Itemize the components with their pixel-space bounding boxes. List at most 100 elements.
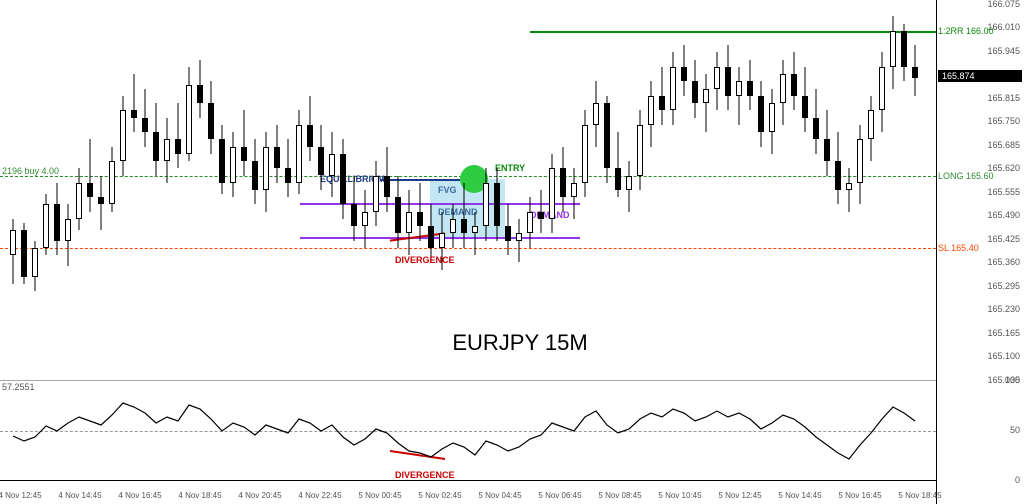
candle [659,67,665,125]
candle [296,110,302,193]
price-panel[interactable]: FVGDEMANDEQUILLIBRIUMDEMANDENTRY [0,0,936,380]
candle [802,67,808,132]
rr-line [530,31,936,33]
candle [186,67,192,161]
candle [714,52,720,110]
y-tick: 165.750 [987,116,1020,126]
indicator-panel[interactable] [0,380,936,480]
candle [593,81,599,146]
candle [76,168,82,230]
candle [307,96,313,161]
candle [758,81,764,146]
x-tick: 4 Nov 22:45 [298,491,341,500]
candle [241,110,247,175]
x-tick: 5 Nov 00:45 [358,491,401,500]
y-tick: 165.685 [987,140,1020,150]
y-tick-ind: 0 [1015,475,1020,485]
candle [21,223,27,285]
candle [164,118,170,183]
candle [549,154,555,234]
candle [901,24,907,82]
candle [527,197,533,248]
candle [879,52,885,132]
candle [98,176,104,230]
fvg-zone-label: FVG [438,185,457,195]
x-tick: 4 Nov 16:45 [118,491,161,500]
candle [703,74,709,132]
candle [384,147,390,212]
candle [120,96,126,176]
candle [736,67,742,125]
candle [252,139,258,204]
candle [560,147,566,212]
divergence-price: DIVERGENCE [395,255,455,265]
candle [373,161,379,226]
candle [230,132,236,197]
candle [428,204,434,262]
candle [131,74,137,132]
x-tick: 5 Nov 16:45 [838,491,881,500]
chart-container: FVGDEMANDEQUILLIBRIUMDEMANDENTRY 166.075… [0,0,1024,504]
candle [868,96,874,161]
candle [417,183,423,241]
candle [604,96,610,183]
candle [846,168,852,211]
candle [494,168,500,240]
candle [285,139,291,197]
buy-info-left-label: 2196 buy 4.00 [2,166,59,176]
candle [472,212,478,255]
candle [582,110,588,197]
y-tick: 165.555 [987,187,1020,197]
y-tick: 165.425 [987,234,1020,244]
candle [505,204,511,255]
candle [395,176,401,248]
candle [835,132,841,204]
candle [769,89,775,154]
candle [626,161,632,212]
candle [692,60,698,118]
y-tick: 165.360 [987,257,1020,267]
candle [747,60,753,111]
candle [725,45,731,110]
candle [516,219,522,262]
y-tick: 165.945 [987,46,1020,56]
candle [813,89,819,154]
candle [263,132,269,212]
y-tick: 165.490 [987,210,1020,220]
candle [538,190,544,233]
candle [197,60,203,118]
x-tick: 4 Nov 18:45 [178,491,221,500]
candle [857,125,863,205]
candle [87,139,93,211]
candle [175,103,181,168]
candle [450,204,456,247]
candle [461,183,467,248]
candle [615,132,621,197]
candle [10,219,16,284]
y-tick: 165.230 [987,304,1020,314]
candle [791,52,797,110]
candle [340,139,346,219]
x-tick: 5 Nov 14:45 [778,491,821,500]
candle [483,168,489,240]
candle [65,204,71,266]
y-tick: 166.075 [987,0,1020,9]
candle [318,125,324,190]
candle [912,45,918,96]
candle [54,183,60,255]
y-tick: 165.165 [987,328,1020,338]
candle [219,125,225,194]
long-line-label: LONG 165.60 [938,171,994,181]
y-tick: 165.100 [987,351,1020,361]
x-tick: 5 Nov 12:45 [718,491,761,500]
indicator-line [0,381,936,481]
candle [32,241,38,292]
y-tick-ind: 50 [1010,425,1020,435]
chart-title: EURJPY 15M [452,330,587,356]
indicator-value-label: 57.2551 [2,382,35,392]
candle [351,176,357,241]
x-tick: 5 Nov 02:45 [418,491,461,500]
candle [274,125,280,183]
candle [362,190,368,248]
candle [780,60,786,125]
